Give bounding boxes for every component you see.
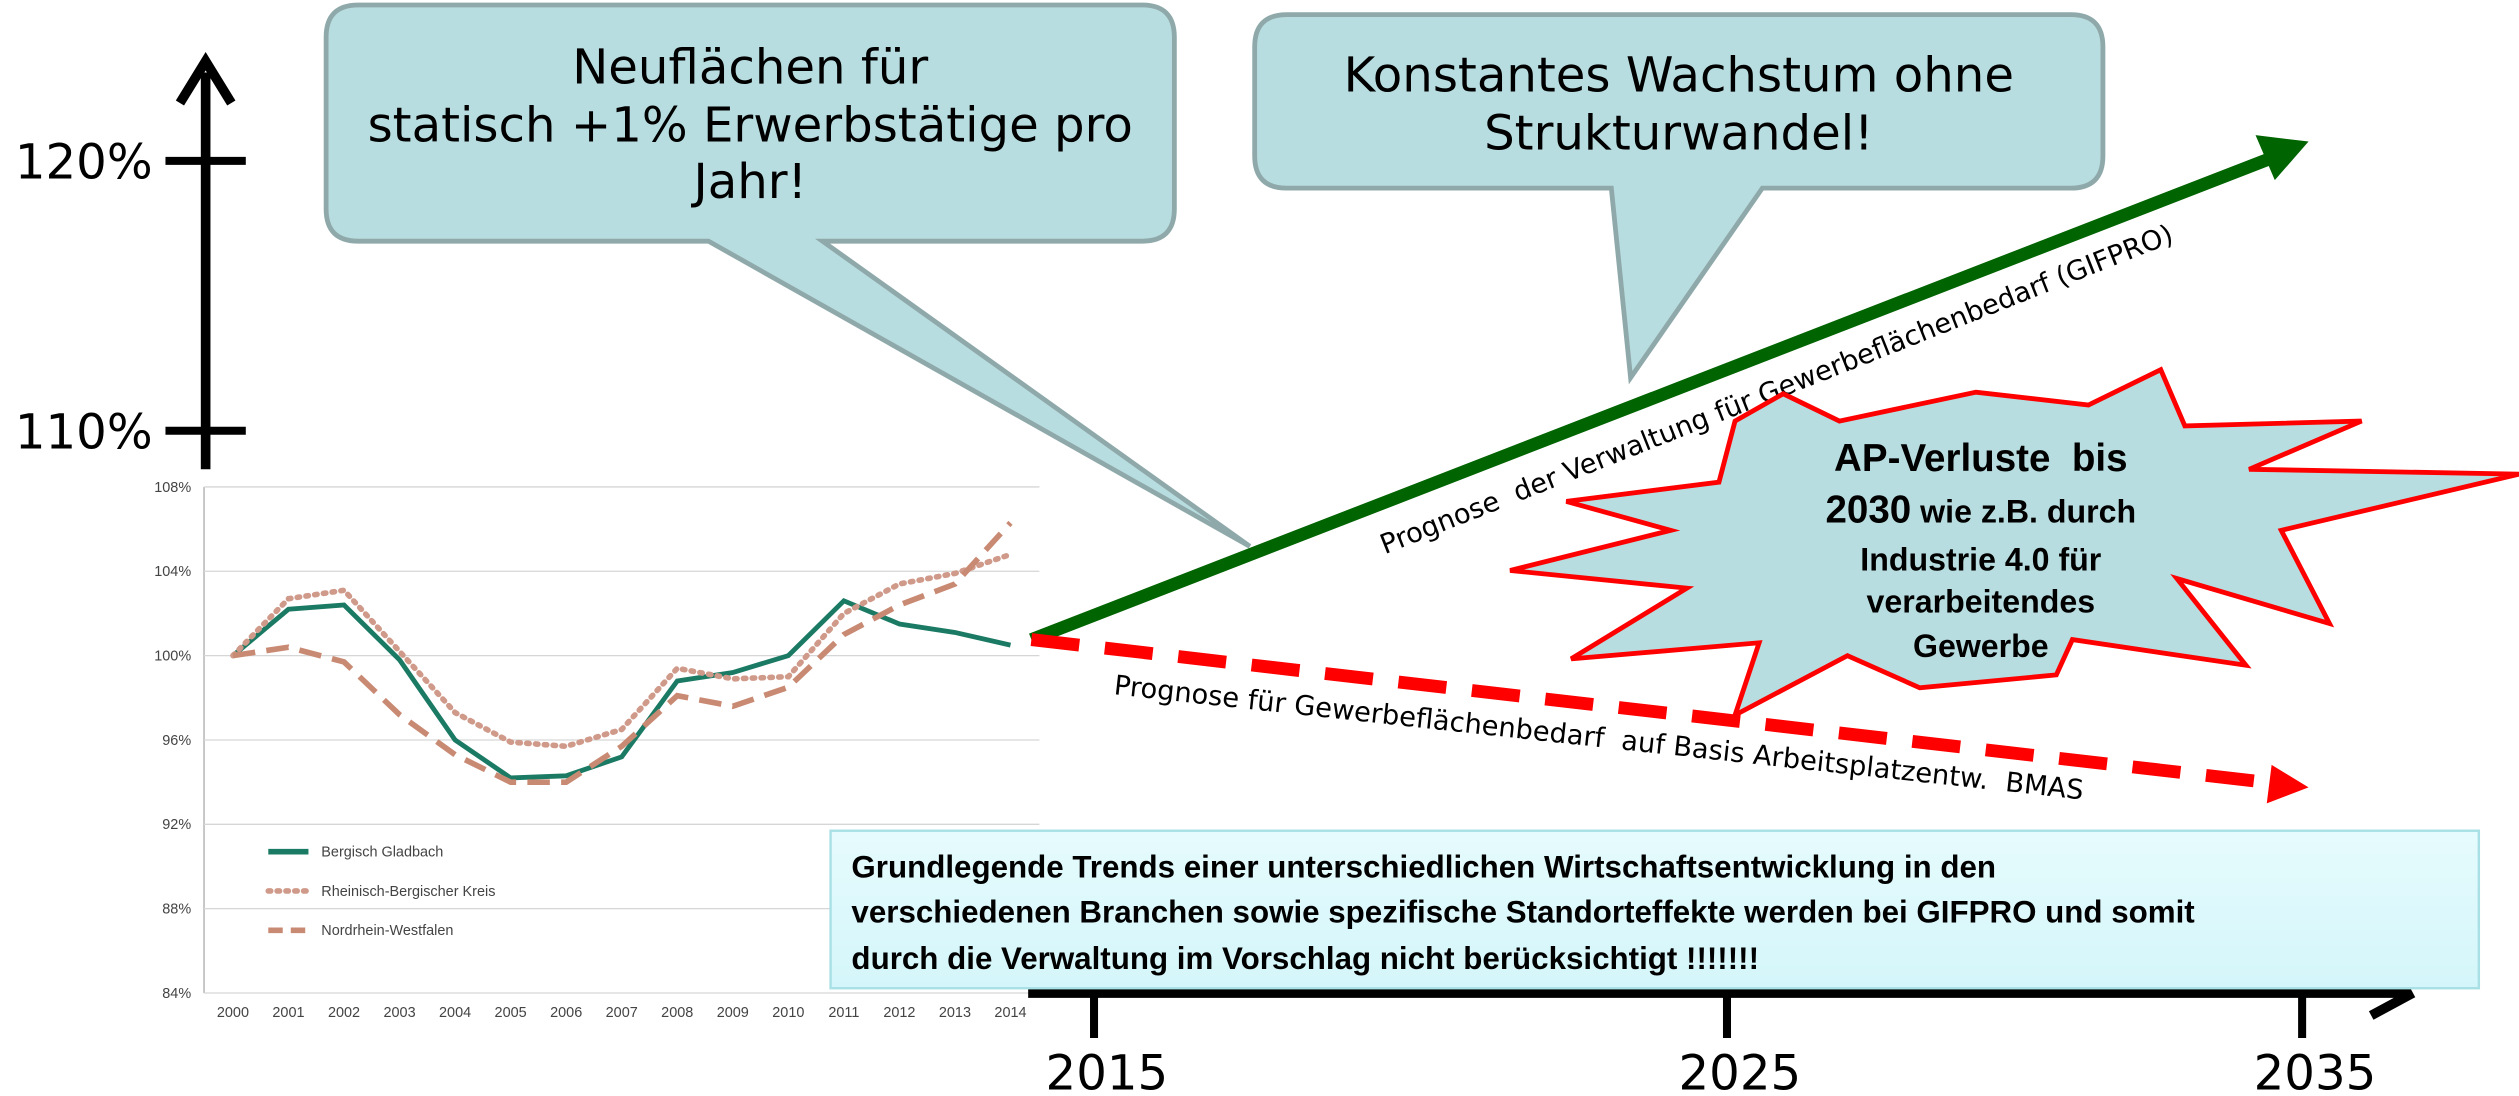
note-text: durch die Verwaltung im Vorschlag nicht … [851, 941, 1759, 976]
big-y-arrow [175, 52, 236, 106]
legend-label: Bergisch Gladbach [321, 844, 443, 860]
x-tick-label: 2010 [772, 1005, 804, 1021]
star-text: Gewerbe [1913, 628, 2049, 664]
x-tick-label: 2003 [383, 1005, 415, 1021]
series-line [232, 520, 1013, 785]
big-y-tick-label: 120% [15, 135, 153, 191]
forecast-arrow-gifpro [1029, 153, 2271, 646]
forecast-arrow-bmas [1030, 633, 2270, 789]
star-burst [1509, 366, 2519, 721]
x-tick-label: 2004 [439, 1005, 471, 1021]
legend-label: Nordrhein-Westfalen [321, 923, 453, 939]
arrow-head [2266, 764, 2309, 804]
callout-text: Strukturwandel! [1484, 106, 1873, 162]
star-text: 2030 wie z.B. durch [1825, 488, 2136, 531]
star-text: 2030 [1825, 488, 1911, 531]
x-tick-label: 2008 [661, 1005, 693, 1021]
y-tick-label: 100% [154, 648, 191, 664]
x-tick-label: 2012 [883, 1005, 915, 1021]
x-tick-label: 2006 [550, 1005, 582, 1021]
series-line [231, 597, 1012, 781]
star-text: AP-Verluste bis [1834, 437, 2127, 480]
x-tick-label: 2014 [994, 1005, 1026, 1021]
big-x-tick-label: 2015 [1046, 1045, 1169, 1096]
series-line [230, 551, 1014, 750]
big-y-tick-label: 110% [15, 404, 153, 460]
callout-text: Konstantes Wachstum ohne [1344, 48, 2014, 104]
y-tick-label: 92% [162, 817, 191, 833]
callout-right [1252, 12, 2106, 385]
callout-left [323, 2, 1252, 549]
star-text: wie z.B. durch [1911, 493, 2136, 529]
callout-text: statisch +1% Erwerbstätige pro [368, 98, 1133, 154]
big-x-arrow [2368, 988, 2416, 1020]
big-x-tick-label: 2035 [2254, 1045, 2377, 1096]
y-tick-label: 96% [162, 733, 191, 749]
note-text: Grundlegende Trends einer unterschiedlic… [851, 849, 1996, 884]
x-tick-label: 2007 [606, 1005, 638, 1021]
x-tick-label: 2013 [939, 1005, 971, 1021]
note-box [829, 829, 2481, 990]
arrow-head [2255, 135, 2309, 181]
callout-text: Neuflächen für [572, 40, 928, 96]
x-tick-label: 2011 [828, 1005, 859, 1021]
x-tick-label: 2002 [328, 1005, 360, 1021]
y-tick-label: 108% [154, 480, 191, 496]
y-tick-label: 104% [154, 564, 191, 580]
big-x-tick-label: 2025 [1679, 1045, 1802, 1096]
star-text: verarbeitendes [1867, 583, 2096, 619]
callout-text: Jahr! [691, 154, 807, 210]
note-text: verschiedenen Branchen sowie spezifische… [851, 894, 2195, 929]
y-tick-label: 84% [162, 986, 191, 1002]
x-tick-label: 2005 [495, 1005, 527, 1021]
y-tick-label: 88% [162, 901, 191, 917]
legend-label: Rheinisch-Bergischer Kreis [321, 884, 495, 900]
star-text: Industrie 4.0 für [1860, 541, 2101, 577]
x-tick-label: 2000 [217, 1005, 249, 1021]
x-tick-label: 2001 [272, 1005, 304, 1021]
x-tick-label: 2009 [717, 1005, 749, 1021]
